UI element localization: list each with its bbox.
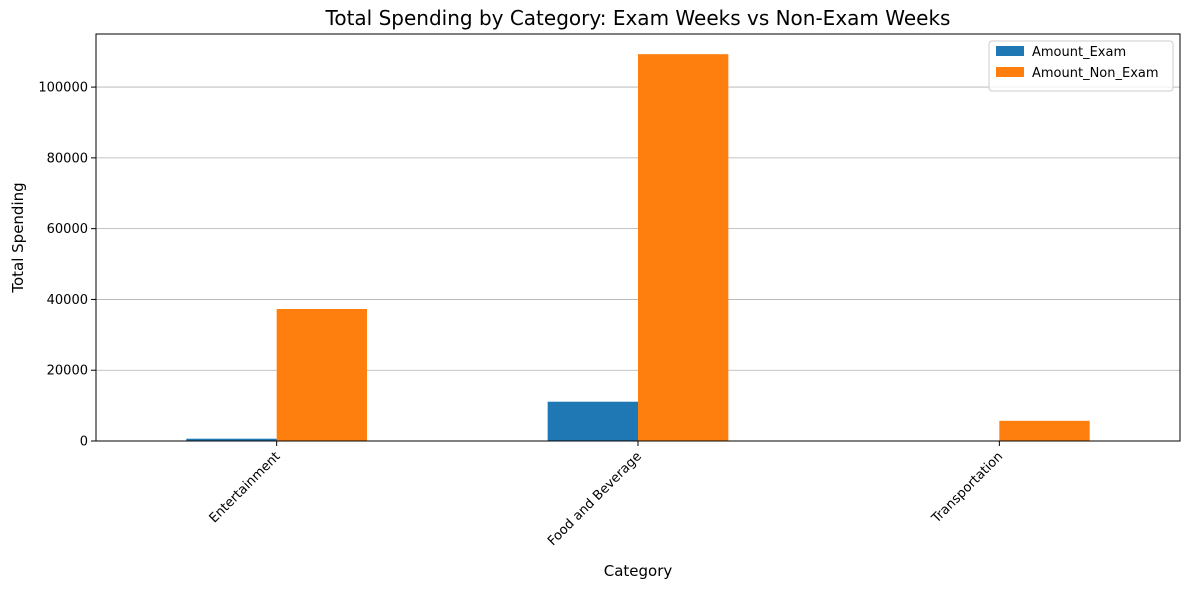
bar-amount-non-exam-transportation	[999, 420, 1090, 441]
bar-amount-exam-food-and-beverage	[547, 401, 638, 441]
bar-amount-non-exam-entertainment	[276, 308, 367, 441]
legend-swatch	[996, 46, 1024, 56]
legend: Amount_Exam Amount_Non_Exam	[988, 40, 1174, 92]
y-ticks: 0 20000 40000 60000 80000 100000	[38, 81, 96, 450]
y-axis-label: Total Spending	[9, 182, 27, 293]
x-tick-label: Food and Beverage	[545, 449, 645, 549]
y-tick-label: 60000	[47, 222, 88, 237]
bars	[186, 54, 1090, 442]
x-tick-label: Transportation	[928, 449, 1006, 527]
y-tick-label: 20000	[47, 364, 88, 379]
x-ticks: Entertainment Food and Beverage Transporta…	[207, 441, 1006, 549]
x-tick-label: Entertainment	[207, 449, 284, 526]
legend-box	[988, 40, 1174, 92]
legend-label: Amount_Exam	[1032, 45, 1126, 60]
x-axis-label: Category	[604, 562, 673, 580]
legend-swatch	[996, 67, 1024, 77]
chart-title: Total Spending by Category: Exam Weeks v…	[325, 6, 951, 30]
legend-label: Amount_Non_Exam	[1032, 66, 1159, 81]
y-tick-label: 40000	[47, 293, 88, 308]
bar-amount-non-exam-food-and-beverage	[638, 54, 729, 442]
y-tick-label: 80000	[47, 151, 88, 166]
y-tick-label: 0	[80, 435, 88, 450]
y-tick-label: 100000	[38, 81, 88, 96]
bar-amount-exam-entertainment	[186, 438, 277, 441]
